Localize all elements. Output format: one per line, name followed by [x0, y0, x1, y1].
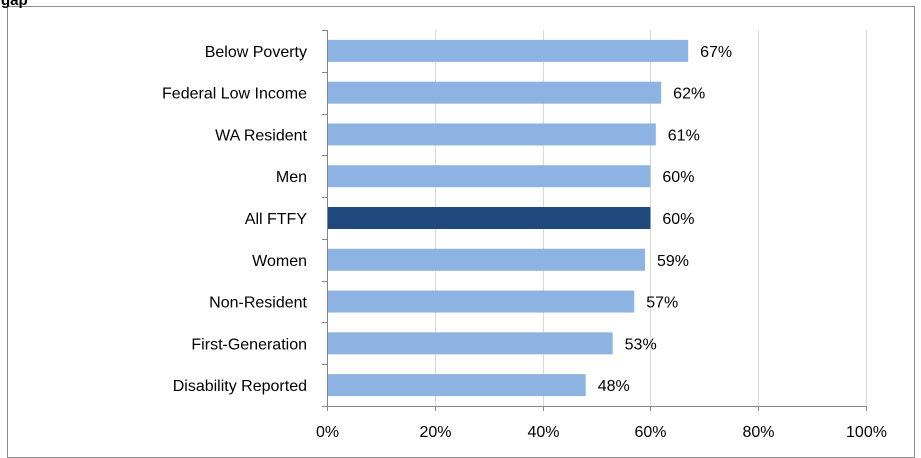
category-label-women: Women — [252, 253, 307, 270]
category-label-federal-low-income: Federal Low Income — [162, 86, 307, 103]
category-label-all-ftfy: All FTFY — [245, 211, 308, 228]
value-label-women: 59% — [657, 253, 689, 270]
bar-first-generation — [327, 332, 613, 355]
value-label-federal-low-income: 62% — [673, 86, 705, 103]
value-label-wa-resident: 61% — [668, 127, 700, 144]
category-label-men: Men — [276, 169, 307, 186]
value-label-non-resident: 57% — [646, 295, 678, 312]
value-label-disability-reported: 48% — [598, 378, 630, 395]
bar-disability-reported — [327, 374, 586, 397]
value-label-all-ftfy: 60% — [662, 211, 694, 228]
x-tick-label-100: 100% — [846, 424, 887, 441]
x-tick-label-80: 80% — [742, 424, 774, 441]
x-tick-label-20: 20% — [419, 424, 451, 441]
bar-wa-resident — [327, 123, 656, 146]
value-label-men: 60% — [662, 169, 694, 186]
category-label-disability-reported: Disability Reported — [173, 378, 307, 395]
x-tick-label-60: 60% — [634, 424, 666, 441]
x-tick-label-0: 0% — [316, 424, 339, 441]
category-label-non-resident: Non-Resident — [209, 295, 307, 312]
category-label-first-generation: First-Generation — [191, 336, 307, 353]
bar-non-resident — [327, 290, 635, 313]
bar-all-ftfy — [327, 207, 651, 229]
category-label-wa-resident: WA Resident — [215, 127, 307, 144]
bar-women — [327, 248, 646, 271]
x-tick-label-40: 40% — [527, 424, 559, 441]
value-label-first-generation: 53% — [625, 336, 657, 353]
bar-federal-low-income — [327, 81, 662, 104]
value-label-below-poverty: 67% — [700, 44, 732, 61]
bar-below-poverty — [327, 39, 689, 62]
bar-men — [327, 165, 651, 188]
category-label-below-poverty: Below Poverty — [205, 44, 307, 61]
chart-title: gap — [1, 0, 28, 9]
